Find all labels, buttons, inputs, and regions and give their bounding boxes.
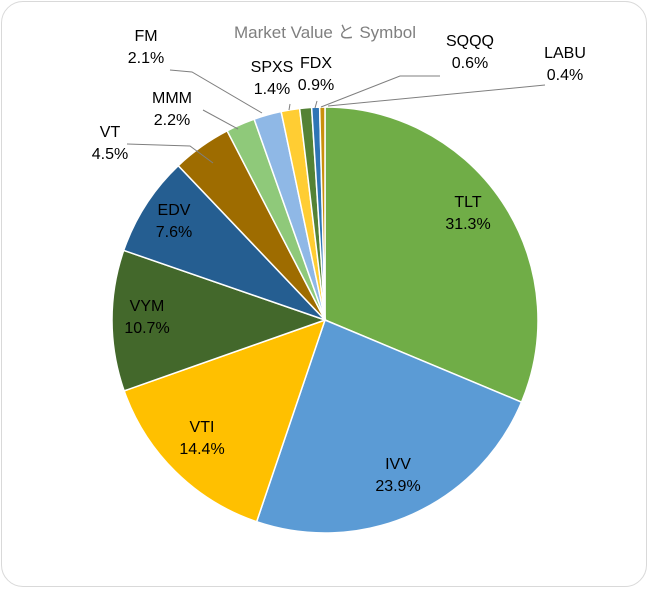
- data-labels: TLT 31.3% IVV 23.9% VTI 14.4% VYM 10.7% EDV 7.6% V…: [92, 28, 586, 495]
- data-label-labu: LABU 0.4%: [544, 45, 586, 84]
- slice-name: MMM: [152, 90, 192, 107]
- pie-slices: [111, 106, 539, 534]
- pie-slice-labu: [318, 106, 326, 321]
- slice-percent: 2.1%: [128, 50, 164, 67]
- slice-name: FDX: [300, 55, 332, 72]
- leader-line-fdx: [314, 100, 318, 109]
- data-label-sqqq: SQQQ 0.6%: [446, 33, 494, 72]
- pie-slice-ivv: [255, 318, 523, 534]
- slice-percent: 2.2%: [154, 112, 190, 129]
- data-label-tlt: TLT 31.3%: [445, 194, 490, 233]
- pie-slice-vym: [111, 249, 328, 392]
- slice-name: VT: [100, 124, 121, 141]
- slice-name: SQQQ: [446, 33, 494, 50]
- data-label-edv: EDV 7.6%: [156, 202, 192, 241]
- leader-line-fm: [169, 69, 263, 114]
- slice-percent: 10.7%: [124, 320, 169, 337]
- slice-name: SPXS: [251, 59, 294, 76]
- slice-name: VTI: [190, 419, 215, 436]
- slice-percent: 0.4%: [547, 67, 583, 84]
- slice-percent: 0.6%: [452, 55, 488, 72]
- slice-percent: 31.3%: [445, 216, 490, 233]
- slice-percent: 4.5%: [92, 146, 128, 163]
- pie-slice-vti: [123, 318, 327, 523]
- slice-name: LABU: [544, 45, 586, 62]
- leader-line-mmm: [202, 109, 239, 130]
- leader-line-vt: [126, 143, 214, 164]
- data-label-fdx: FDX 0.9%: [298, 55, 334, 94]
- data-label-vt: VT 4.5%: [92, 124, 128, 163]
- pie-slice-tlt: [324, 106, 539, 404]
- data-label-spxs: SPXS 1.4%: [251, 59, 294, 98]
- data-label-ivv: IVV 23.9%: [375, 456, 420, 495]
- slice-name: IVV: [385, 456, 411, 473]
- slice-name: EDV: [158, 202, 191, 219]
- slice-percent: 23.9%: [375, 478, 420, 495]
- slice-percent: 14.4%: [179, 441, 224, 458]
- leader-line-labu: [327, 84, 546, 107]
- leader-line-spxs: [288, 103, 291, 111]
- slice-percent: 1.4%: [254, 81, 290, 98]
- chart-title: Market Value と Symbol: [234, 23, 416, 42]
- data-label-mmm: MMM 2.2%: [152, 90, 192, 129]
- data-label-vti: VTI 14.4%: [179, 419, 224, 458]
- slice-name: TLT: [454, 194, 481, 211]
- slice-name: FM: [134, 28, 157, 45]
- leader-line-sqqq: [320, 75, 440, 108]
- slice-percent: 0.9%: [298, 77, 334, 94]
- slice-percent: 7.6%: [156, 224, 192, 241]
- data-label-vym: VYM 10.7%: [124, 298, 169, 337]
- pie-slice-edv: [122, 164, 326, 321]
- data-label-fm: FM 2.1%: [128, 28, 164, 67]
- leader-lines: [126, 69, 546, 164]
- slice-name: VYM: [130, 298, 165, 315]
